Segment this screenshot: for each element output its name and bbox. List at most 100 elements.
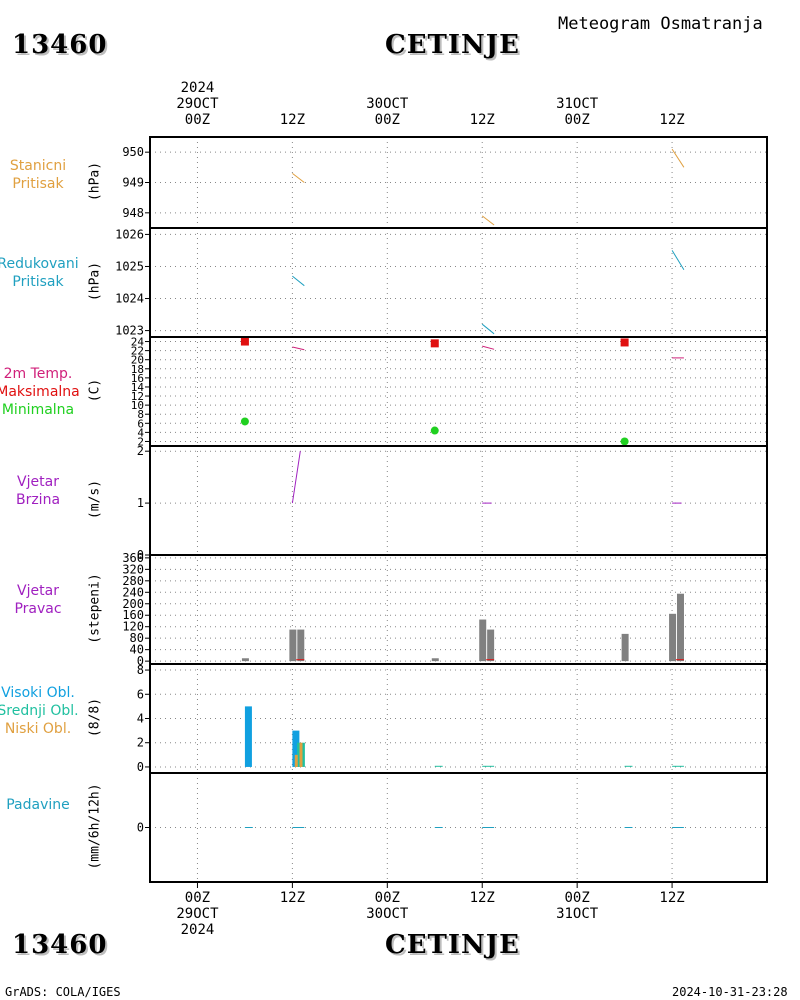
time-label-line: 12Z [279,112,306,128]
top-time-label: 31OCT 00Z [537,80,617,128]
temp-max-marker [620,338,629,347]
series-line [481,323,495,335]
top-time-label: 12Z [252,80,332,128]
temp-max-marker [240,337,249,346]
time-label-line: 00Z [564,890,590,906]
top-time-label: 12Z [632,80,712,128]
top-time-label: 2024 29OCT 00Z [157,80,237,128]
panel-label: Stanicni [9,157,67,174]
series-line [671,250,685,270]
series-line [481,215,495,226]
station-id-top: 13460 [12,30,108,60]
bottom-time-label: 00Z 31OCT [537,890,617,938]
time-label-line: 00Z [184,890,211,906]
y-tick-label: 1023 [115,324,144,338]
panel-label: Vjetar [17,473,59,490]
y-tick-label: 40 [130,643,144,657]
time-label-line [252,906,332,922]
temp-min-marker [430,426,439,435]
y-tick-label: 280 [122,574,144,588]
time-label-line: 00Z [564,112,590,128]
y-tick-label: 950 [122,145,144,159]
series-line [292,346,305,351]
y-tick-label: 16 [131,372,144,385]
panel-label: Niski Obl. [4,720,72,737]
y-tick-label: 120 [122,620,144,634]
time-label-line [632,922,712,938]
y-tick-label: 14 [131,381,145,394]
panel-label: Pritisak [12,175,64,192]
panel-unit: (stepeni) [87,572,103,644]
panel-unit: (m/s) [87,479,103,519]
bottom-time-label: 00Z 29OCT 2024 [157,890,237,938]
time-label-line: 00Z [374,890,400,906]
time-label-line: 29OCT [176,906,219,922]
y-tick-label: 320 [122,562,144,576]
y-tick-label: 200 [122,597,144,611]
bar-mark [289,629,297,662]
y-tick-label: 80 [130,631,144,645]
series-line [482,345,495,350]
station-id-bottom: 13460 [12,930,108,960]
y-tick-label: 240 [122,585,144,599]
panel-label: Visoki Obl. [1,684,75,701]
panel-frame [149,772,768,883]
time-label-line: 12Z [659,112,685,128]
panel-frame [149,336,768,447]
bar-mark [292,730,300,767]
bar-mark [301,742,305,767]
y-tick-label: 1026 [115,227,144,241]
panel-label: 2m Temp. [3,365,73,382]
panel-label: Pritisak [12,273,64,290]
y-tick-label: 22 [131,345,144,358]
time-label-line: 30OCT [366,906,409,922]
time-label-line: 30OCT [366,96,409,112]
y-tick-label: 8 [137,663,144,677]
y-tick-label: 360 [122,551,144,565]
y-tick-label: 948 [122,206,144,220]
bar-mark [244,706,252,767]
panel-label: Srednji Obl. [0,702,79,719]
panel-frame [149,136,768,229]
time-label-line: 29OCT [176,96,219,112]
y-tick-label: 1024 [115,292,144,306]
y-tick-label: 6 [137,687,144,701]
y-tick-label: 0 [137,821,144,835]
panel-label: Redukovani [0,255,79,272]
bar-mark [487,629,495,662]
time-label-line [537,922,617,938]
bar-mark [669,613,677,662]
series-line [291,451,301,504]
panel-unit: (mm/6h/12h) [87,782,103,870]
bar-mark [297,629,305,662]
panel-unit: (8/8) [87,697,103,737]
panel-unit: (C) [87,378,103,402]
y-tick-label: 2 [137,444,144,458]
time-label-line: 2024 [180,922,215,938]
top-time-label: 12Z [442,80,522,128]
y-tick-label: 8 [137,408,144,421]
y-tick-label: 0 [137,760,144,774]
series-line [292,275,305,287]
y-tick-label: 6 [137,417,144,430]
bar-mark [431,658,439,662]
y-tick-label: 4 [137,712,144,726]
series-line [671,148,685,168]
panel-frame [149,663,768,774]
y-tick-label: 160 [122,608,144,622]
y-tick-label: 0 [137,548,144,562]
bar-mark [479,619,487,662]
panel-label: Padavine [6,796,70,813]
timestamp-text: 2024-10-31-23:28 [672,985,788,999]
station-name-top: CETINJE [385,30,520,60]
panel-frame [149,227,768,338]
bar-mark [297,742,301,767]
bar-mark [676,593,684,662]
y-tick-label: 2 [137,736,144,750]
temp-max-marker [430,339,439,348]
station-name-bottom: CETINJE [385,930,520,960]
time-label-line [252,922,332,938]
time-label-line: 2024 [180,80,215,96]
time-label-line: 00Z [374,112,400,128]
time-label-line: 12Z [469,890,495,906]
